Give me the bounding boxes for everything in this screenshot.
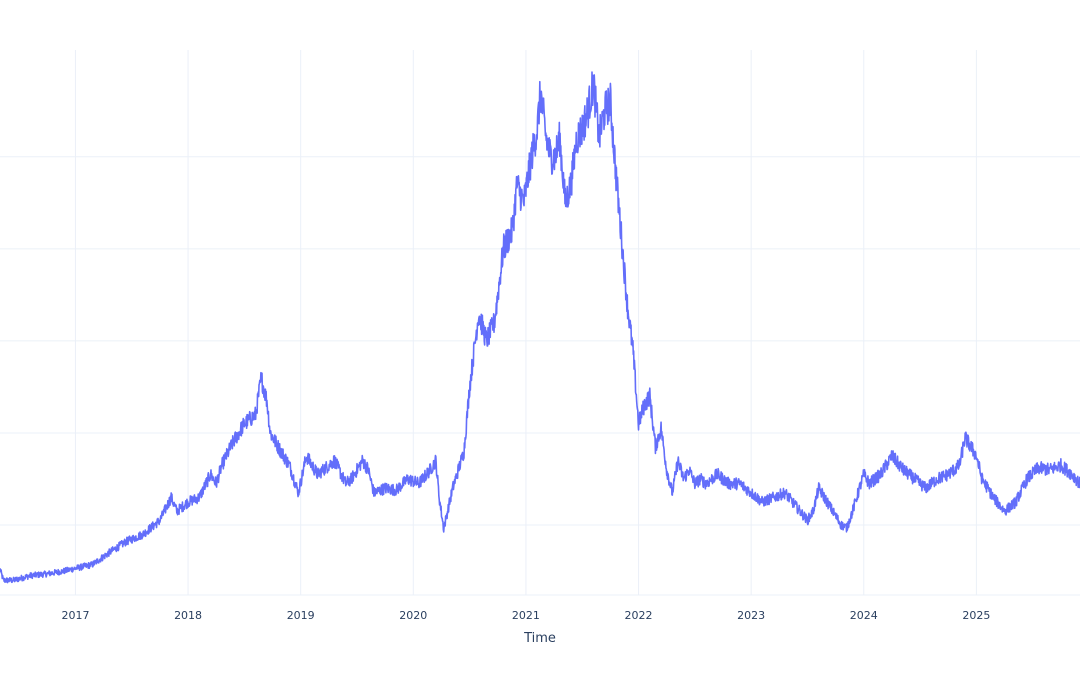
x-tick-label-2021: 2021 — [512, 609, 540, 622]
x-tick-label-2022: 2022 — [625, 609, 653, 622]
x-tick-label-2019: 2019 — [287, 609, 315, 622]
series-line-0 — [0, 71, 1080, 584]
grid-lines — [0, 50, 1080, 596]
series-layer — [0, 71, 1080, 584]
x-tick-label-2020: 2020 — [399, 609, 427, 622]
x-tick-label-2018: 2018 — [174, 609, 202, 622]
x-tick-label-2024: 2024 — [850, 609, 878, 622]
x-tick-label-2017: 2017 — [61, 609, 89, 622]
x-tick-label-2023: 2023 — [737, 609, 765, 622]
x-axis-title: Time — [523, 631, 556, 646]
x-tick-label-2025: 2025 — [962, 609, 990, 622]
x-tick-labels: 2017 2018 2019 2020 2021 2022 2023 2024 2025 — [61, 609, 990, 622]
